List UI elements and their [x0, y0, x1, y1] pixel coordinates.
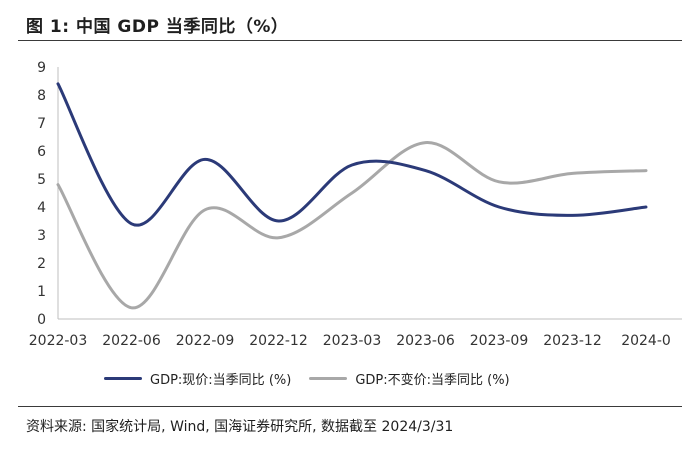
legend-label-real: GDP:不变价:当季同比 (%)	[355, 372, 510, 388]
legend-label-nominal: GDP:现价:当季同比 (%)	[150, 372, 292, 388]
x-tick-label: 2023-03	[323, 333, 382, 349]
title-divider	[18, 40, 682, 41]
series-line-real	[56, 141, 648, 310]
y-tick-label: 8	[37, 88, 46, 104]
y-tick-label: 4	[37, 200, 46, 216]
source-note: 资料来源: 国家统计局, Wind, 国海证券研究所, 数据截至 2024/3/…	[26, 419, 454, 435]
y-tick-label: 3	[37, 228, 46, 244]
y-tick-label: 2	[37, 256, 46, 272]
legend-item-nominal: GDP:现价:当季同比 (%)	[104, 369, 291, 388]
legend-swatch-real	[309, 376, 348, 380]
x-tick-label: 2024-0	[621, 333, 671, 349]
x-tick-label: 2022-12	[249, 333, 308, 349]
y-tick-label: 0	[37, 312, 46, 328]
series-line-nominal	[56, 82, 648, 227]
legend-item-real: GDP:不变价:当季同比 (%)	[309, 369, 510, 388]
source-divider	[18, 406, 682, 407]
y-tick-label: 6	[37, 144, 46, 160]
y-tick-label: 1	[37, 284, 46, 300]
figure-title: 图 1: 中国 GDP 当季同比（%）	[26, 17, 289, 37]
legend-swatch-nominal	[104, 376, 142, 380]
y-tick-label: 9	[37, 60, 46, 76]
x-tick-label: 2023-12	[543, 333, 602, 349]
y-tick-label: 5	[37, 172, 46, 188]
x-tick-label: 2022-09	[176, 333, 235, 349]
legend: GDP:现价:当季同比 (%) GDP:不变价:当季同比 (%)	[104, 366, 528, 390]
x-tick-label: 2022-06	[102, 333, 161, 349]
x-tick-label: 2022-03	[29, 333, 88, 349]
x-tick-label: 2023-06	[396, 333, 455, 349]
y-tick-label: 7	[37, 116, 46, 132]
x-tick-label: 2023-09	[470, 333, 529, 349]
